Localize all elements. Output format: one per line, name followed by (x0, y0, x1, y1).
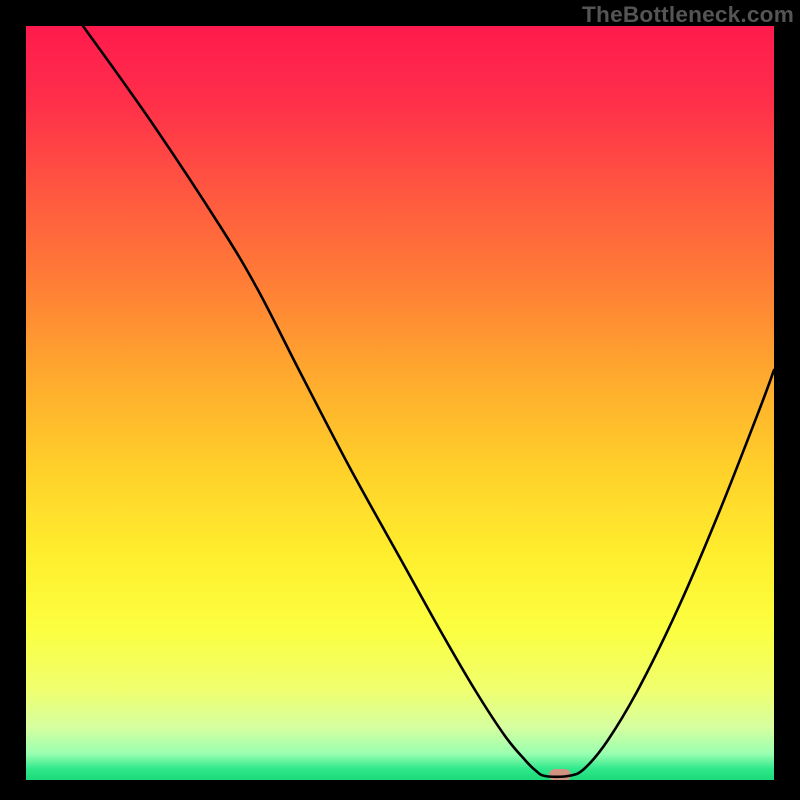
watermark-label: TheBottleneck.com (582, 2, 794, 28)
chart-frame: TheBottleneck.com (0, 0, 800, 800)
bottleneck-chart (0, 0, 800, 800)
gradient-background (26, 26, 774, 780)
